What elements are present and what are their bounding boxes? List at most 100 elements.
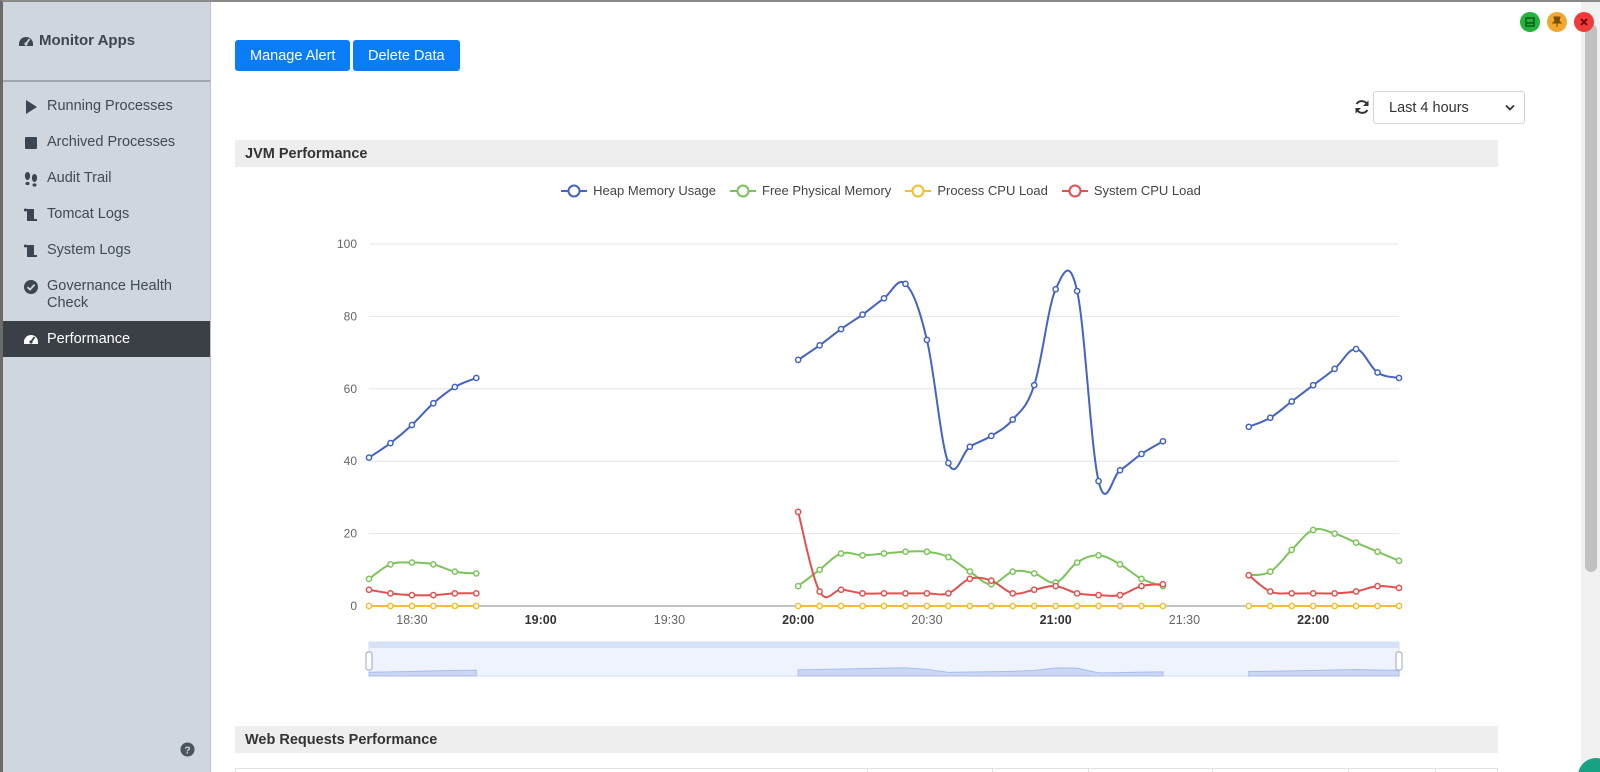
data-point — [1116, 466, 1124, 474]
data-point — [1395, 602, 1403, 610]
legend-label: Heap Memory Usage — [593, 183, 716, 198]
sidebar-item-label: System Logs — [47, 242, 131, 258]
sidebar-item-performance[interactable]: Performance — [3, 321, 210, 357]
data-point — [408, 559, 416, 566]
data-point — [1374, 369, 1381, 376]
time-range-select[interactable]: Last 4 hours — [1373, 91, 1525, 124]
manage-alert-button[interactable]: Manage Alert — [235, 40, 351, 71]
data-point — [902, 548, 909, 556]
data-point — [837, 586, 845, 594]
data-point — [837, 602, 845, 610]
series-line — [368, 588, 477, 597]
sidebar-item-label: Governance Health Check — [47, 278, 172, 311]
data-point — [816, 602, 823, 610]
zoom-slider-preview — [368, 669, 477, 677]
data-point — [794, 582, 802, 590]
zoom-slider-handle — [1395, 651, 1403, 671]
data-point — [966, 575, 974, 583]
table-column-divider — [1435, 769, 1436, 772]
x-tick-label: 21:00 — [1040, 613, 1072, 627]
data-point — [1266, 602, 1274, 610]
table-column-divider — [1212, 769, 1213, 772]
data-point — [987, 577, 995, 585]
data-point — [1288, 602, 1296, 610]
data-point — [1138, 575, 1145, 583]
sidebar-item-system-logs[interactable]: System Logs — [3, 232, 210, 268]
scrollbar-thumb[interactable] — [1585, 24, 1597, 572]
data-point — [1245, 602, 1253, 610]
data-point — [1288, 398, 1296, 405]
data-point — [1245, 423, 1253, 431]
scroll-icon — [24, 244, 37, 257]
data-point — [387, 561, 394, 568]
data-point — [923, 548, 931, 556]
chevron-down-icon — [1505, 104, 1515, 111]
data-point — [816, 566, 823, 574]
data-point — [1309, 381, 1317, 389]
refresh-icon[interactable] — [1354, 99, 1370, 115]
pin-button[interactable] — [1547, 12, 1567, 32]
check-circle-icon — [24, 280, 38, 294]
data-point — [794, 508, 802, 516]
brand[interactable]: Monitor Apps — [3, 2, 210, 82]
data-point — [1073, 287, 1081, 295]
question-circle-icon[interactable]: ? — [180, 742, 195, 757]
legend-label: Process CPU Load — [937, 183, 1048, 198]
close-button[interactable] — [1574, 12, 1594, 32]
sidebar-item-label: Audit Trail — [47, 170, 112, 186]
legend-marker-icon — [905, 184, 932, 197]
series-line — [368, 561, 477, 580]
sidebar-item-running-processes[interactable]: Running Processes — [3, 88, 210, 124]
legend-item-free-memory[interactable]: Free Physical Memory — [730, 183, 891, 198]
data-point — [902, 280, 909, 288]
legend-item-process-cpu[interactable]: Process CPU Load — [905, 183, 1048, 198]
y-tick-label: 20 — [344, 527, 358, 541]
data-point — [1138, 450, 1145, 458]
sidebar-item-tomcat-logs[interactable]: Tomcat Logs — [3, 196, 210, 232]
data-point — [1309, 589, 1317, 597]
data-point — [1030, 381, 1038, 389]
minimize-button[interactable] — [1520, 12, 1540, 32]
series-line — [797, 550, 1164, 588]
data-point — [816, 342, 823, 349]
footprints-icon — [24, 172, 38, 187]
data-point — [430, 399, 437, 407]
data-point — [1374, 548, 1381, 556]
data-point — [837, 325, 845, 333]
sidebar-item-label: Running Processes — [47, 98, 173, 114]
data-point — [472, 374, 480, 382]
data-point — [1331, 530, 1338, 537]
data-point — [945, 589, 952, 597]
data-point — [1116, 602, 1124, 610]
legend-item-heap[interactable]: Heap Memory Usage — [561, 183, 716, 198]
data-point — [1245, 571, 1253, 579]
time-range-value: Last 4 hours — [1389, 100, 1469, 116]
data-point — [387, 602, 394, 610]
data-point — [1159, 437, 1167, 445]
jvm-performance-chart: 0 20 40 60 80 100 18:30 19:00 19:30 20:00 20:30 21:… — [337, 237, 1403, 677]
data-point — [880, 589, 888, 597]
data-point — [1352, 588, 1360, 595]
data-point — [408, 591, 416, 599]
data-point — [1009, 416, 1017, 423]
data-point — [1288, 546, 1296, 554]
data-point — [1395, 584, 1403, 592]
data-point — [1030, 570, 1038, 577]
sidebar-item-label: Performance — [47, 330, 131, 347]
x-tick-label: 20:00 — [782, 613, 814, 627]
sidebar-item-governance-health-check[interactable]: Governance Health Check — [3, 268, 210, 321]
data-point — [1159, 580, 1167, 588]
delete-data-button[interactable]: Delete Data — [353, 40, 460, 71]
y-tick-label: 80 — [344, 309, 358, 323]
data-point — [859, 311, 866, 318]
jvm-panel-title: JVM Performance — [235, 140, 1498, 167]
sidebar-item-audit-trail[interactable]: Audit Trail — [3, 160, 210, 196]
chat-button[interactable] — [1578, 758, 1600, 772]
data-point — [923, 602, 931, 610]
scrollbar[interactable] — [1581, 2, 1600, 772]
legend-item-system-cpu[interactable]: System CPU Load — [1061, 183, 1201, 198]
web-requests-table — [235, 768, 1498, 772]
data-point — [1352, 539, 1360, 546]
play-icon — [26, 100, 37, 114]
sidebar-item-archived-processes[interactable]: Archived Processes — [3, 124, 210, 160]
